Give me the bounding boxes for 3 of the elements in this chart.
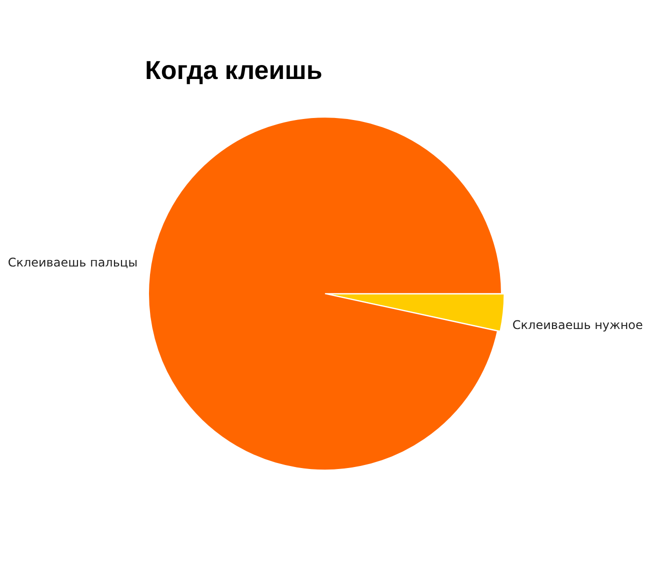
slice-label: Склеиваешь пальцы [8, 256, 138, 270]
slice-label: Склеиваешь нужное [512, 318, 643, 332]
chart-title: Когда клеишь [145, 54, 322, 85]
